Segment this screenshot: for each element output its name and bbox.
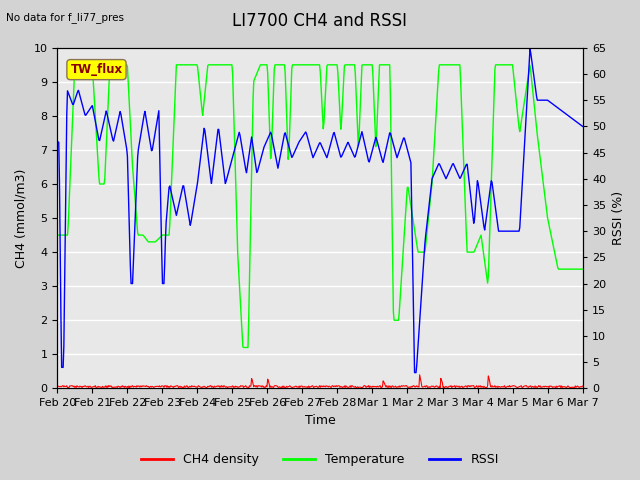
Y-axis label: CH4 (mmol/m3): CH4 (mmol/m3) xyxy=(15,168,28,268)
Text: LI7700 CH4 and RSSI: LI7700 CH4 and RSSI xyxy=(232,12,408,30)
Text: TW_flux: TW_flux xyxy=(70,63,122,76)
Legend: CH4 density, Temperature, RSSI: CH4 density, Temperature, RSSI xyxy=(136,448,504,471)
Y-axis label: RSSI (%): RSSI (%) xyxy=(612,191,625,245)
X-axis label: Time: Time xyxy=(305,414,335,427)
Text: No data for f_li77_pres: No data for f_li77_pres xyxy=(6,12,124,23)
